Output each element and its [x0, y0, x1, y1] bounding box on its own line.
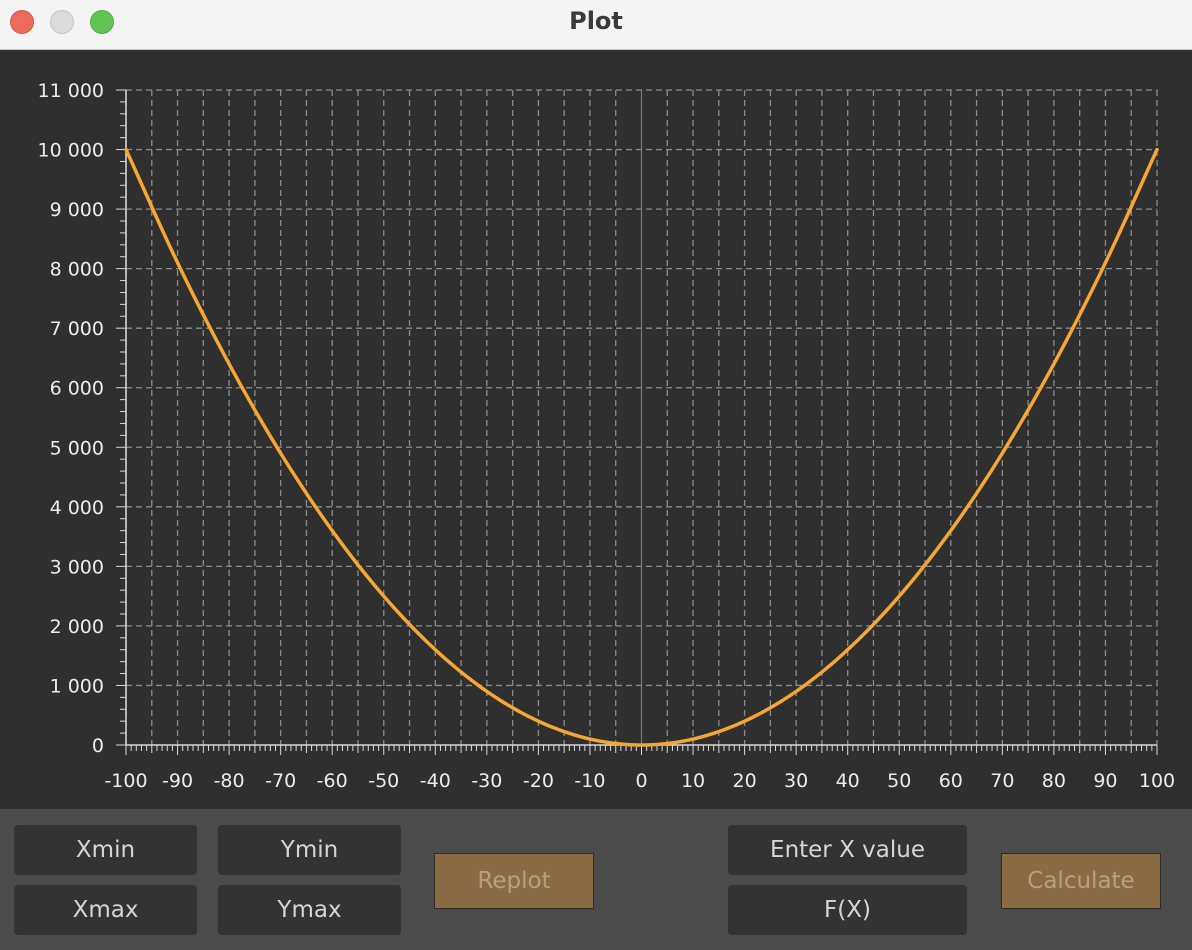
x-tick-label: 60 [939, 770, 963, 792]
y-tick-label: 6 000 [50, 378, 104, 400]
y-tick-label: 4 000 [50, 497, 104, 519]
data-point [1000, 451, 1004, 455]
calculate-button[interactable]: Calculate [1001, 853, 1161, 909]
x-tick-label: -60 [317, 770, 348, 792]
x-tick-label: 70 [990, 770, 1014, 792]
x-tick-label: -40 [420, 770, 451, 792]
x-tick-label: 40 [836, 770, 860, 792]
ymin-input[interactable]: Ymin [218, 825, 401, 875]
data-point [382, 594, 386, 598]
x-tick-label: 80 [1042, 770, 1066, 792]
function-chart: 0 1 000 2 000 3 000 4 000 5 000 6 000 7 000 8 00… [38, 80, 1176, 792]
data-point [640, 743, 643, 747]
x-tick-label: 90 [1093, 770, 1117, 792]
data-point [1103, 261, 1107, 265]
y-tick-label: 3 000 [50, 556, 104, 578]
data-point [743, 719, 747, 723]
data-point [794, 689, 798, 693]
replot-button[interactable]: Replot [434, 853, 594, 909]
y-tick-label: 9 000 [50, 199, 104, 221]
x-tick-label: 0 [635, 770, 647, 792]
xmax-input[interactable]: Xmax [14, 885, 197, 935]
controls-panel: Xmin Xmax Ymin Ymax Replot Enter X value… [0, 809, 1192, 950]
x-tick-label: 50 [887, 770, 911, 792]
data-point [846, 648, 850, 652]
title-bar: Plot [0, 0, 1192, 50]
zoom-window-button[interactable] [90, 10, 114, 34]
data-point [1052, 362, 1056, 366]
x-tick-label: -90 [162, 770, 193, 792]
x-tick-label: 10 [681, 770, 705, 792]
x-tick-label: -50 [368, 770, 399, 792]
x-tick-label: 30 [784, 770, 808, 792]
close-window-button[interactable] [10, 10, 34, 34]
data-point [485, 689, 489, 693]
data-point [176, 261, 180, 265]
fx-output-field[interactable]: F(X) [728, 885, 967, 935]
x-tick-label: -30 [471, 770, 502, 792]
ymax-input[interactable]: Ymax [218, 885, 401, 935]
data-point [1155, 148, 1159, 152]
x-tick-label: 20 [733, 770, 757, 792]
window-title: Plot [569, 7, 623, 35]
data-point [227, 362, 231, 366]
y-tick-label: 7 000 [50, 318, 104, 340]
data-point [433, 648, 437, 652]
y-tick-label: 2 000 [50, 616, 104, 638]
x-tick-label: -20 [523, 770, 554, 792]
data-point [691, 737, 695, 741]
y-tick-label: 10 000 [38, 140, 104, 162]
x-tick-label: -70 [265, 770, 296, 792]
data-point [949, 529, 953, 533]
y-tick-label: 11 000 [38, 80, 104, 102]
x-tick-label: -80 [214, 770, 245, 792]
y-tick-label: 8 000 [50, 259, 104, 281]
y-tick-label: 1 000 [50, 675, 104, 697]
data-point [330, 529, 334, 533]
data-point [897, 594, 901, 598]
y-tick-label: 0 [92, 735, 104, 757]
data-point [124, 148, 128, 152]
x-tick-label: -100 [104, 770, 147, 792]
y-tick-label: 5 000 [50, 437, 104, 459]
minimize-window-button[interactable] [50, 10, 74, 34]
data-point [279, 451, 283, 455]
x-value-input[interactable]: Enter X value [728, 825, 967, 875]
x-tick-label: -10 [574, 770, 605, 792]
x-tick-label: 100 [1139, 770, 1175, 792]
data-point [588, 737, 592, 741]
xmin-input[interactable]: Xmin [14, 825, 197, 875]
plot-area: 0 1 000 2 000 3 000 4 000 5 000 6 000 7 000 8 00… [0, 51, 1192, 809]
data-point [536, 719, 540, 723]
